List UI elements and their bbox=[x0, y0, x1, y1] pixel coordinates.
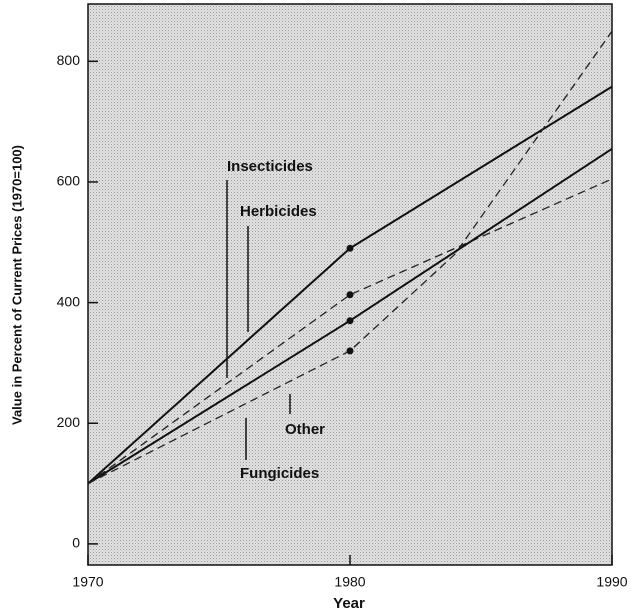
series-label: Insecticides bbox=[227, 158, 313, 175]
series-label: Fungicides bbox=[240, 465, 319, 482]
series-label: Herbicides bbox=[240, 203, 317, 220]
series-label: Other bbox=[285, 421, 325, 438]
x-tick-label: 1990 bbox=[596, 574, 627, 590]
y-tick-label: 200 bbox=[57, 414, 81, 430]
data-point bbox=[346, 244, 354, 252]
x-tick-label: 1970 bbox=[72, 574, 103, 590]
data-point bbox=[346, 347, 354, 355]
y-tick-label: 800 bbox=[57, 52, 81, 68]
y-axis-label: Value in Percent of Current Prices (1970… bbox=[9, 145, 24, 425]
series-line bbox=[87, 178, 613, 485]
y-tick-label: 0 bbox=[72, 535, 80, 551]
x-axis-label: Year bbox=[333, 595, 365, 612]
data-point bbox=[346, 291, 354, 299]
y-tick-label: 600 bbox=[57, 173, 81, 189]
y-tick-label: 400 bbox=[57, 293, 81, 309]
series-line bbox=[87, 30, 613, 485]
data-point bbox=[346, 317, 354, 325]
plot-area bbox=[87, 3, 613, 566]
x-tick-label: 1980 bbox=[334, 574, 365, 590]
